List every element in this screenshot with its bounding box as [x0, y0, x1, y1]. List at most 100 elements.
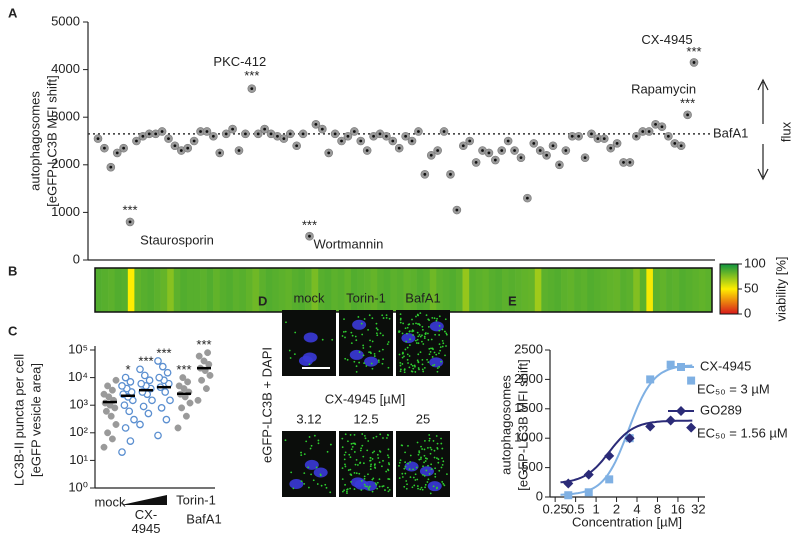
lc3-punctum	[404, 348, 407, 351]
axis-label: [eGFP-LC3B MFI shift]	[515, 359, 530, 490]
lc3-punctum	[446, 473, 448, 475]
lc3-punctum	[370, 463, 372, 466]
y-tick-label: 10³	[69, 397, 88, 412]
y-tick-label: 4000	[51, 61, 80, 76]
point-center	[205, 130, 209, 133]
lc3-punctum	[353, 451, 356, 453]
annotation: PKC-412	[213, 54, 266, 69]
lc3-punctum	[429, 492, 432, 495]
lc3-punctum	[347, 440, 349, 443]
lc3-punctum	[382, 358, 384, 361]
lc3-punctum	[421, 325, 424, 328]
heat-cell	[259, 268, 266, 312]
data-point	[148, 396, 156, 405]
category-label: mock	[94, 494, 126, 509]
significance: ***	[122, 202, 137, 217]
lc3-punctum	[358, 472, 361, 475]
y-tick-label: 0	[536, 488, 543, 503]
point-center	[577, 134, 581, 138]
lc3-punctum	[326, 450, 329, 453]
heat-cell	[666, 268, 673, 312]
data-point	[198, 376, 206, 384]
lc3-punctum	[359, 449, 362, 452]
lc3-punctum	[381, 465, 383, 468]
point-center	[545, 153, 549, 157]
lc3-punctum	[438, 315, 441, 318]
lc3-punctum	[399, 459, 402, 462]
lc3-punctum	[445, 345, 447, 347]
point-center	[666, 134, 670, 138]
lc3-punctum	[353, 360, 356, 363]
y-tick-label: 10⁰	[68, 479, 88, 494]
lc3-punctum	[360, 489, 363, 491]
x-tick-label: 0.25	[542, 501, 567, 516]
lc3-punctum	[401, 476, 404, 478]
point-center	[506, 139, 510, 143]
dose-wedge	[121, 495, 167, 505]
lc3-punctum	[346, 492, 348, 495]
lc3-punctum	[378, 485, 381, 488]
data-point	[194, 396, 202, 404]
lc3-punctum	[417, 353, 420, 356]
heat-cell	[311, 268, 319, 312]
lc3-punctum	[375, 327, 378, 330]
lc3-punctum	[426, 481, 429, 483]
lc3-punctum	[381, 485, 384, 488]
lc3-punctum	[313, 434, 316, 437]
lc3-punctum	[406, 332, 408, 335]
lc3-punctum	[421, 328, 424, 331]
data-point	[163, 368, 172, 377]
lc3-punctum	[375, 435, 378, 438]
lc3-punctum	[417, 487, 419, 490]
point-center	[384, 134, 388, 138]
heat-cell	[646, 268, 654, 312]
lc3-punctum	[331, 338, 334, 341]
significance: ***	[138, 354, 153, 369]
lc3-punctum	[329, 443, 332, 446]
lc3-punctum	[403, 485, 406, 488]
heat-cell	[245, 268, 253, 312]
axis-label: [eGFP-LC3B MFI shift]	[44, 75, 59, 206]
heat-cell	[173, 268, 181, 312]
heat-cell	[698, 268, 706, 312]
data-point	[130, 415, 138, 424]
lc3-punctum	[428, 353, 431, 356]
lc3-punctum	[406, 353, 409, 356]
point-center	[570, 134, 574, 138]
heat-cell	[488, 268, 496, 312]
lc3-punctum	[368, 488, 370, 491]
lc3-punctum	[438, 343, 441, 346]
lc3-punctum	[415, 342, 418, 344]
lc3-punctum	[440, 442, 443, 445]
lc3-punctum	[385, 317, 388, 319]
lc3-punctum	[419, 335, 422, 338]
lc3-punctum	[303, 453, 306, 456]
lc3-punctum	[424, 440, 426, 442]
colorbar-tick-label: 100	[744, 255, 766, 270]
point-center	[365, 149, 369, 152]
lc3-punctum	[399, 364, 402, 367]
point-center	[103, 146, 106, 150]
lc3-punctum	[308, 363, 311, 366]
heat-cell	[613, 268, 621, 312]
lc3-punctum	[361, 333, 364, 336]
point-center	[532, 141, 536, 145]
legend-marker	[676, 406, 686, 416]
point-center	[519, 156, 523, 160]
heat-cell	[186, 268, 194, 312]
lc3-punctum	[412, 334, 415, 336]
lc3-punctum	[366, 449, 369, 452]
lc3-punctum	[414, 339, 417, 342]
lc3-punctum	[428, 473, 431, 475]
lc3-punctum	[407, 362, 409, 364]
lc3-punctum	[370, 362, 373, 365]
heat-cell	[140, 268, 148, 312]
heat-cell	[475, 268, 483, 312]
lc3-punctum	[368, 351, 370, 354]
heat-cell	[232, 268, 240, 312]
heat-cell	[528, 268, 536, 312]
heat-cell	[357, 268, 365, 312]
y-tick-label: 10²	[69, 424, 88, 439]
lc3-punctum	[433, 449, 436, 452]
lc3-punctum	[428, 439, 431, 442]
